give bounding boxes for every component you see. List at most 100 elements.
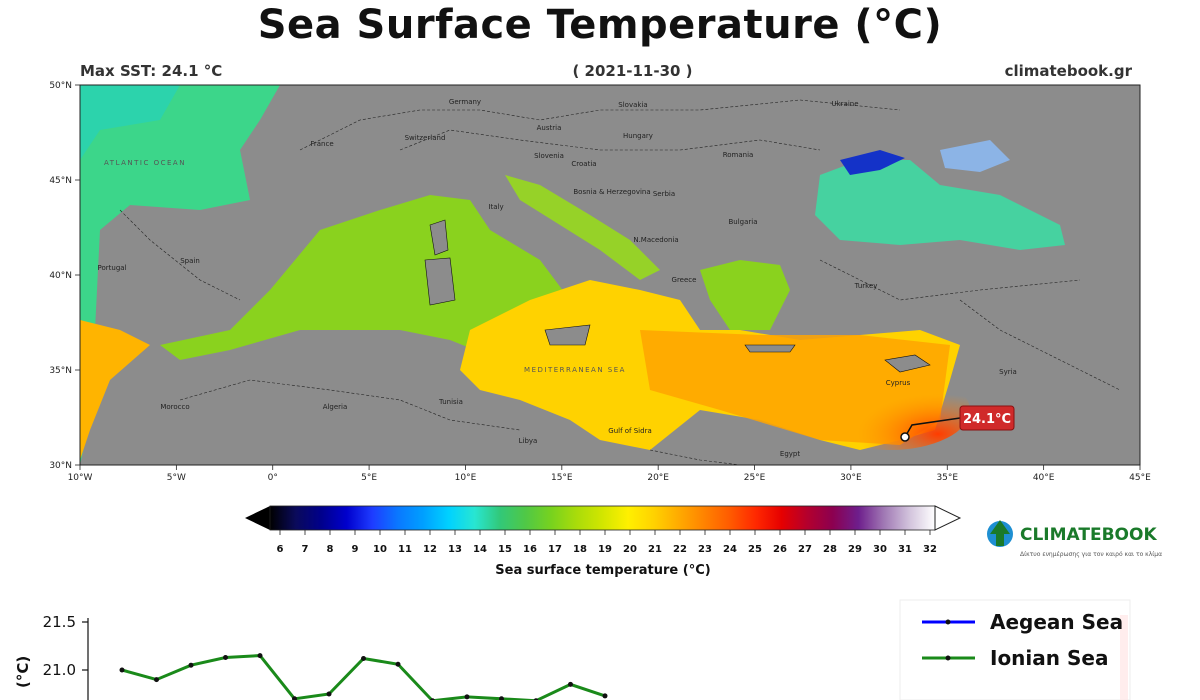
source-label: climatebook.gr (1004, 62, 1132, 80)
country-label: Turkey (854, 282, 878, 290)
series-point (326, 691, 332, 697)
colorbar-tick-label: 30 (873, 544, 887, 555)
series-point (361, 655, 366, 661)
country-label: Libya (519, 437, 538, 445)
colorbar-tick-label: 9 (352, 544, 359, 555)
series-lines (119, 653, 608, 700)
max-marker-label: 24.1°C (963, 412, 1011, 427)
atlantic-warm-area (80, 320, 150, 460)
colorbar-tick-label: 27 (798, 544, 812, 555)
sst-map: 24.1°C (80, 85, 1140, 465)
colorbar-tick-label: 25 (748, 544, 762, 555)
colorbar-tick-label: 22 (673, 544, 687, 555)
colorbar-tick-label: 15 (498, 544, 512, 555)
western-mediterranean (160, 195, 590, 360)
lat-tick-label: 50°N (49, 81, 72, 91)
country-label: Italy (488, 203, 503, 211)
y-tick-label: 21.0 (43, 661, 76, 679)
country-label: Morocco (160, 403, 189, 411)
country-label: Croatia (571, 160, 596, 168)
colorbar-bar (270, 506, 935, 530)
colorbar-high-arrow (934, 505, 962, 531)
lon-tick-label: 15°E (551, 473, 573, 483)
colorbar-tick-label: 32 (923, 544, 937, 555)
legend-box (899, 599, 1131, 700)
colorbar-tick-label: 13 (448, 544, 462, 555)
lon-tick-label: 10°W (68, 473, 93, 483)
crete (744, 344, 796, 353)
logo-tagline: Δίκτυο ενημέρωσης για τον καιρό και το κ… (1020, 551, 1162, 558)
y-axis-label: (°C) (14, 656, 32, 688)
country-label: Cyprus (886, 379, 911, 387)
latitude-ticks: 50°N 45°N 40°N 35°N 30°N (49, 81, 80, 471)
colorbar-tick-label: 20 (623, 544, 637, 555)
series-point (188, 662, 194, 668)
colorbar-tick-label: 16 (523, 544, 537, 555)
y-tick-label: 21.5 (43, 613, 76, 631)
lon-tick-label: 45°E (1129, 473, 1151, 483)
country-label: Bosnia & Herzegovina (573, 188, 650, 196)
lon-tick-label: 35°E (936, 473, 958, 483)
country-label: Slovenia (534, 152, 564, 160)
series-point (154, 677, 159, 683)
legend-label: Ionian Sea (990, 646, 1108, 670)
lon-tick-label: 5°E (361, 473, 377, 483)
series-point (119, 667, 125, 673)
colorbar-tick-label: 12 (423, 544, 437, 555)
country-label: Slovakia (618, 101, 647, 109)
legend-marker (945, 655, 951, 661)
series-line (121, 654, 606, 700)
colorbar-tick-label: 29 (848, 544, 862, 555)
logo-tree-icon (990, 520, 1010, 546)
colorbar-tick-label: 14 (473, 544, 487, 555)
colorbar-tick-label: 6 (277, 544, 284, 555)
country-label: Spain (180, 257, 200, 265)
lat-tick-label: 30°N (49, 461, 72, 471)
colorbar-tick-label: 18 (573, 544, 587, 555)
country-label: Switzerland (405, 134, 446, 142)
country-label: Serbia (653, 190, 675, 198)
colorbar-tick-label: 8 (327, 544, 334, 555)
colorbar-tick-label: 21 (648, 544, 662, 555)
country-label: N.Macedonia (633, 236, 678, 244)
lon-tick-label: 5°W (167, 473, 186, 483)
country-label: Hungary (623, 132, 653, 140)
aegean-sea (700, 260, 790, 330)
colorbar-tick-label: 31 (898, 544, 912, 555)
lat-tick-label: 40°N (49, 271, 72, 281)
y-ticks: 21.5 21.0 (43, 613, 88, 679)
sardinia (424, 257, 456, 306)
lon-tick-label: 20°E (647, 473, 669, 483)
corsica (429, 219, 449, 256)
colorbar-tick-label: 11 (398, 544, 412, 555)
colorbar-tick-label: 19 (598, 544, 612, 555)
colorbar-label: Sea surface temperature (°C) (495, 563, 710, 578)
country-label: Portugal (98, 264, 127, 272)
series-point (602, 693, 608, 699)
country-label: Gulf of Sidra (608, 427, 651, 435)
series-point (568, 681, 573, 687)
atlantic-ocean-area (80, 85, 280, 465)
colorbar-tick-label: 23 (698, 544, 712, 555)
sea-label: MEDITERRANEAN SEA (524, 366, 626, 374)
colorbar-low-arrow (245, 506, 270, 530)
series-point (464, 694, 470, 700)
line-chart: 21.5 21.0 (°C) Aegean Sea Ionian Sea (14, 599, 1131, 700)
logo-name: CLIMATEBOOK (1020, 525, 1157, 545)
colorbar: 6 7 8 9 10 11 12 13 14 15 16 17 18 19 20 21 22 23 24 25 26 27… (245, 505, 962, 578)
lat-tick-label: 45°N (49, 176, 72, 186)
series-point (499, 696, 504, 700)
country-label: Greece (672, 276, 697, 284)
sea-of-azov (940, 140, 1010, 172)
colorbar-tick-label: 24 (723, 544, 737, 555)
series-point (292, 696, 297, 700)
longitude-ticks: 10°W 5°W 0° 5°E 10°E 15°E 20°E 25°E 30°E 35°E 40°E… (68, 465, 1151, 483)
page-title: Sea Surface Temperature (°C) (257, 2, 943, 48)
levantine-hotspot (810, 370, 970, 450)
lon-tick-label: 30°E (840, 473, 862, 483)
colorbar-tick-label: 17 (548, 544, 562, 555)
lon-tick-label: 40°E (1033, 473, 1055, 483)
series-point (395, 661, 401, 667)
cyprus-island (884, 354, 931, 373)
